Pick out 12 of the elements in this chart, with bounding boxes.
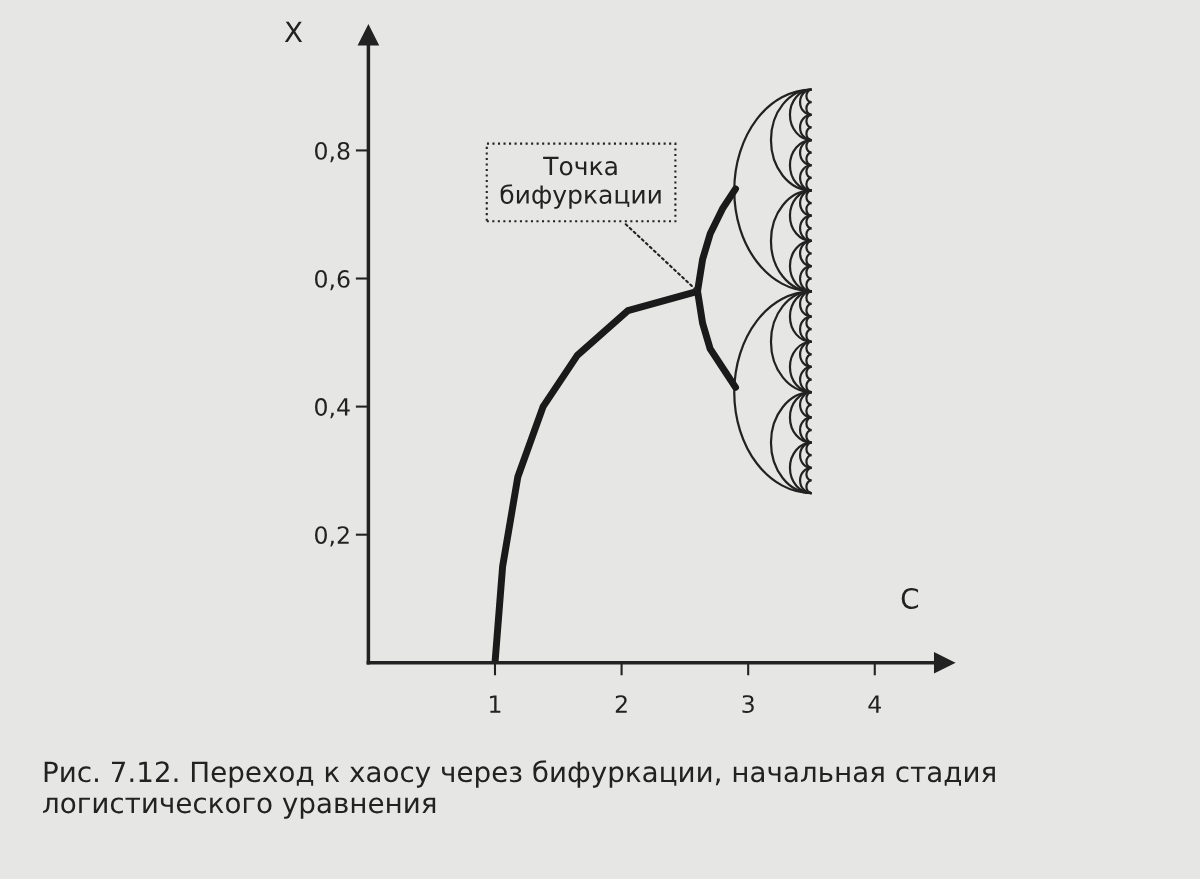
y-tick-label: 0,6 — [315, 269, 350, 291]
x-tick-label: 2 — [615, 695, 627, 713]
x-tick-label: 4 — [868, 695, 881, 713]
y-axis-title: X — [284, 21, 303, 42]
x-tick-label: 3 — [742, 695, 754, 713]
x-axis-title: C — [901, 587, 919, 609]
y-tick-label: 0,2 — [315, 526, 349, 547]
y-tick-label: 0,8 — [315, 141, 350, 163]
annotation: Точка бифуркации — [500, 156, 661, 209]
x-tick-label: 1 — [490, 695, 501, 713]
text: Рис. 7.12. Переход к хаосу через бифуркации, начальная стадия логистического уравнения — [43, 760, 995, 819]
y-tick-label: 0,4 — [315, 398, 350, 419]
